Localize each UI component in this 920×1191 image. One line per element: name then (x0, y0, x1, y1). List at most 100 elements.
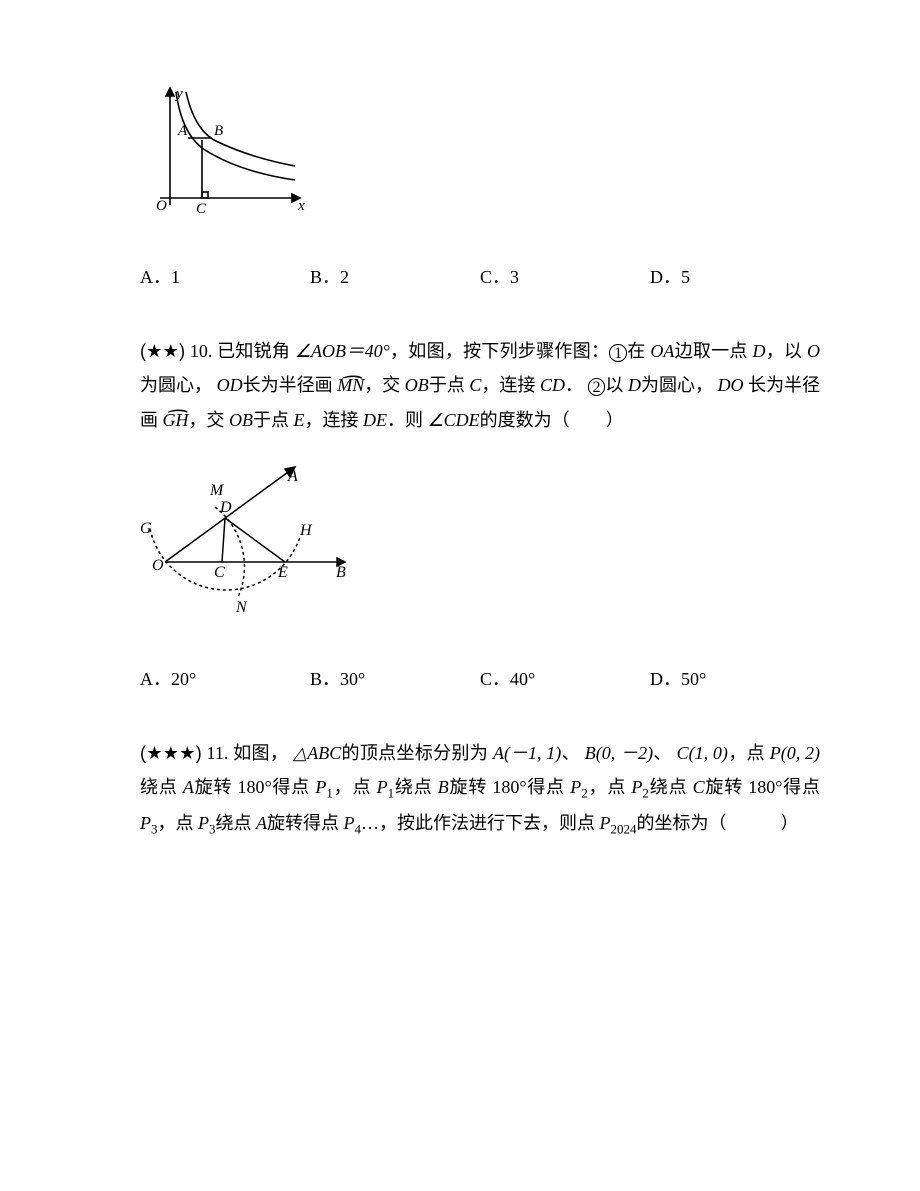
q10-tail: 的度数为（ ） (480, 410, 624, 430)
q10-t2: ，如图，按下列步骤作图： (390, 341, 609, 361)
q10-t1: 已知锐角 (217, 341, 295, 361)
q9-option-B: B．2 (310, 260, 480, 294)
q11-P3b: P (198, 813, 209, 833)
q11-P2b: P (631, 777, 642, 797)
q11-pre: 如图， (233, 743, 293, 763)
q11-C: C(1, 0) (677, 743, 728, 763)
q10-angleCDE: ∠CDE (428, 410, 480, 430)
q9-option-D: D．5 (650, 260, 820, 294)
label-N: N (235, 599, 248, 616)
q10-option-A: A．20° (140, 662, 310, 696)
q10-s1c: ，以 (765, 341, 807, 361)
q10-DE: DE (363, 410, 387, 430)
graph-hyperbola: y x O A B C (140, 80, 310, 220)
axis-label-x: x (297, 198, 305, 214)
q10-DO: DO (718, 375, 744, 395)
q11-m11: ，点 (158, 813, 199, 833)
q11-sep1: 、 (561, 743, 584, 763)
q9-option-C: C．3 (480, 260, 650, 294)
q11-dots: …，按此作法进行下去，则点 (361, 813, 600, 833)
arc-MN: MN (337, 368, 364, 402)
q11-m12: 绕点 (216, 813, 257, 833)
q11-m9: 绕点 (649, 777, 693, 797)
q10-s2g: ．则 (387, 410, 428, 430)
axis-label-y: y (174, 86, 183, 102)
label-E: E (277, 564, 288, 581)
q11-m1: 的顶点坐标分别为 (341, 743, 493, 763)
diagram-angle-construction: M A D G H O C E B N (140, 457, 360, 622)
q11-sep2: 、 (653, 743, 676, 763)
q11-rotA2: A (256, 813, 267, 833)
q11-rotB: B (438, 777, 449, 797)
step1-marker: 1 (609, 344, 627, 362)
q11-P3: P (140, 813, 151, 833)
q11-rotA: A (183, 777, 194, 797)
label-M: M (209, 482, 225, 499)
q11-P1b: P (377, 777, 388, 797)
q11-m13: 旋转得点 (267, 813, 344, 833)
q11-A: A(－1, 1) (493, 743, 561, 763)
q11-stars: (★★★) (140, 743, 202, 763)
q10-s2f: ，连接 (305, 410, 364, 430)
q11-num: 11. (207, 743, 229, 763)
q10-s1h: ，连接 (481, 375, 540, 395)
q11-rotC: C (693, 777, 705, 797)
q10-O1: O (807, 341, 820, 361)
q10-C1: C (469, 375, 481, 395)
q10-s1i: ． (565, 375, 583, 395)
q10-options: A．20° B．30° C．40° D．50° (140, 662, 820, 696)
q11-tail: 的坐标为（ ） (637, 813, 799, 833)
q10-num: 10. (190, 341, 213, 361)
q11-B: B(0, －2) (585, 743, 653, 763)
q10-OB2: OB (229, 410, 253, 430)
q11-P4: P (344, 813, 355, 833)
q10-D1: D (752, 341, 765, 361)
q11-text: (★★★) 11. 如图， △ABC的顶点坐标分别为 A(－1, 1)、 B(0… (140, 736, 820, 843)
q11-tri: △ABC (293, 743, 341, 763)
q11-m8: ，点 (588, 777, 632, 797)
q11-P2024: P (600, 813, 611, 833)
label-C: C (214, 564, 225, 581)
q10-OA: OA (650, 341, 674, 361)
label-B: B (336, 564, 346, 581)
q9-options: A．1 B．2 C．3 D．5 (140, 260, 820, 294)
label-D: D (219, 499, 232, 516)
q11-P2024s: 2024 (611, 822, 637, 837)
q10-E1: E (294, 410, 305, 430)
q10-option-D: D．50° (650, 662, 820, 696)
arc-GH: GH (163, 403, 189, 437)
q10-OD: OD (217, 375, 243, 395)
point-label-A: A (177, 123, 188, 139)
q11-m3: 绕点 (140, 777, 183, 797)
label-O: O (152, 557, 164, 574)
q10-option-B: B．30° (310, 662, 480, 696)
q10-s2e: 于点 (253, 410, 294, 430)
q10-s2a: 以 (605, 375, 628, 395)
q11-m10: 旋转 180°得点 (705, 777, 820, 797)
q10-s2b: 为圆心， (641, 375, 718, 395)
q10-s1e: 长为半径画 (243, 375, 338, 395)
q11-P2: P (570, 777, 581, 797)
q11-m5: ，点 (333, 777, 377, 797)
figure-q10: M A D G H O C E B N (140, 457, 820, 622)
q11-m4: 旋转 180°得点 (194, 777, 316, 797)
label-H: H (299, 522, 313, 539)
step2-marker: 2 (588, 378, 606, 396)
point-label-B: B (214, 123, 223, 139)
figure-q9: y x O A B C (140, 80, 820, 220)
label-G: G (140, 520, 152, 537)
q10-stars: (★★) (140, 341, 185, 361)
q10-D2: D (628, 375, 641, 395)
q11-P: P(0, 2) (770, 743, 820, 763)
q11-m2: ，点 (728, 743, 770, 763)
q10-OB1: OB (405, 375, 429, 395)
label-A: A (287, 468, 298, 485)
q10-s1g: 于点 (429, 375, 470, 395)
q10-CD: CD (540, 375, 565, 395)
q11-P1: P (315, 777, 326, 797)
q9-option-A: A．1 (140, 260, 310, 294)
q11-m6: 绕点 (394, 777, 438, 797)
q11-m7: 旋转 180°得点 (449, 777, 571, 797)
q10-text: (★★) 10. 已知锐角 ∠AOB＝40°，如图，按下列步骤作图：1在 OA边… (140, 334, 820, 437)
origin-label: O (156, 198, 167, 214)
